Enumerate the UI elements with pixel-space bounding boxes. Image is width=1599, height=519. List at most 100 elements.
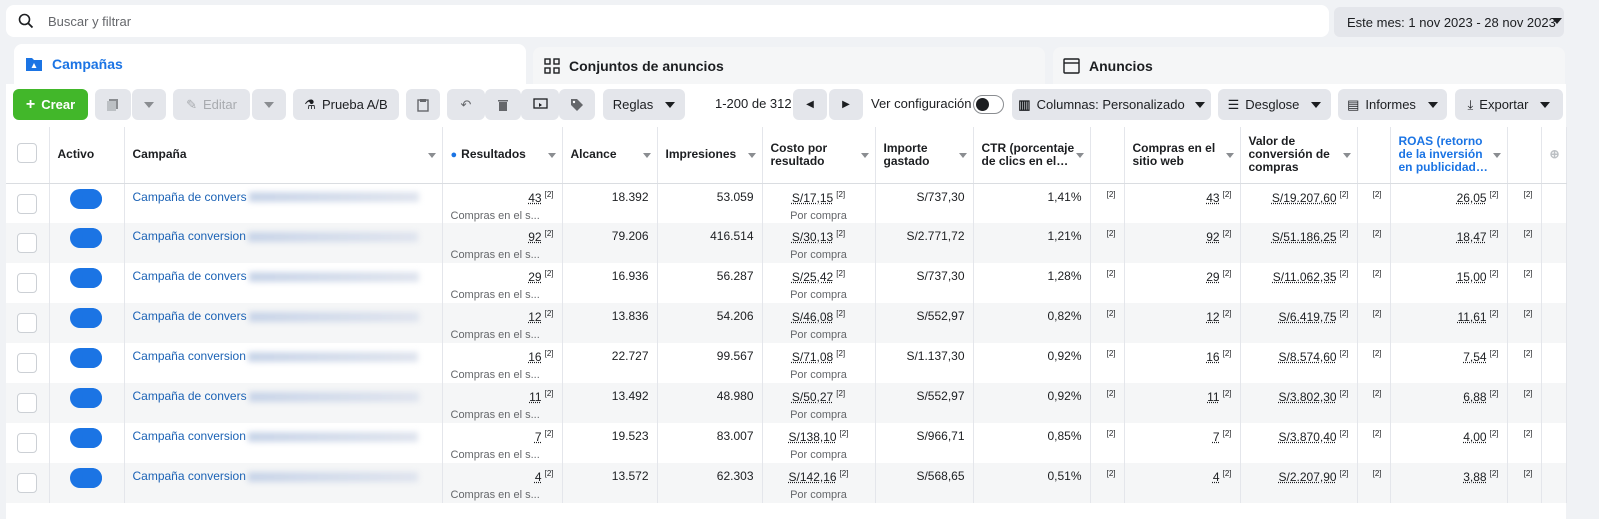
results-value[interactable]: 12 xyxy=(528,310,542,324)
purchases-value[interactable]: 11 xyxy=(1207,390,1220,404)
roas-value[interactable]: 18,47 xyxy=(1456,230,1487,244)
row-checkbox[interactable] xyxy=(17,393,37,413)
select-all-checkbox[interactable] xyxy=(17,143,37,164)
rules-dropdown[interactable]: Reglas xyxy=(603,89,685,120)
purchases-value[interactable]: 16 xyxy=(1206,350,1220,364)
cpr-value[interactable]: S/30,13 xyxy=(791,230,834,244)
results-value[interactable]: 92 xyxy=(528,230,542,244)
active-toggle[interactable] xyxy=(69,188,102,209)
value-value[interactable]: S/11.062,35 xyxy=(1272,270,1337,284)
ab-test-button[interactable]: ⚗ Prueba A/B xyxy=(293,89,399,120)
campaign-link[interactable]: Campaña conversion xyxy=(132,349,246,363)
table-row[interactable]: Campaña conversion 7 [2] Compras en el s...… xyxy=(6,423,1567,463)
row-checkbox[interactable] xyxy=(17,473,37,493)
next-page-button[interactable]: ▶ xyxy=(829,89,863,120)
duplicate-button[interactable] xyxy=(95,89,131,120)
cpr-value[interactable]: S/25,42 xyxy=(791,270,834,284)
cpr-value[interactable]: S/50,27 xyxy=(791,390,834,404)
col-ctr[interactable]: CTR (porcentaje de clics en el… xyxy=(973,127,1091,184)
col-roas[interactable]: ROAS (retorno de la inversión en publici… xyxy=(1390,127,1508,184)
roas-value[interactable]: 11,61 xyxy=(1457,310,1487,324)
create-button[interactable]: + Crear xyxy=(13,89,88,120)
col-results[interactable]: ● Resultados xyxy=(442,127,563,184)
export-dropdown[interactable]: ⤓ Exportar xyxy=(1455,89,1563,120)
campaign-link[interactable]: Campaña de convers xyxy=(132,309,247,323)
select-all-header[interactable] xyxy=(6,127,50,184)
active-toggle[interactable] xyxy=(69,228,102,248)
results-value[interactable]: 4 xyxy=(534,470,542,484)
value-value[interactable]: S/3.870,40 xyxy=(1278,430,1337,444)
roas-value[interactable]: 7,54 xyxy=(1463,350,1487,364)
row-checkbox[interactable] xyxy=(17,353,37,373)
results-value[interactable]: 29 xyxy=(528,270,542,284)
cpr-value[interactable]: S/138,10 xyxy=(788,430,837,444)
purchases-value[interactable]: 29 xyxy=(1206,270,1220,284)
clipboard-button[interactable] xyxy=(406,89,440,120)
col-truncated-3[interactable] xyxy=(1507,127,1542,184)
col-reach[interactable]: Alcance xyxy=(562,127,658,184)
col-purchase-value[interactable]: Valor de conversión de compras xyxy=(1240,127,1358,184)
active-toggle[interactable] xyxy=(69,428,102,448)
table-row[interactable]: Campaña conversion 92 [2] Compras en el s..… xyxy=(6,223,1567,263)
table-row[interactable]: Campaña de convers 29 [2] Compras en el s..… xyxy=(6,263,1567,303)
preview-button[interactable] xyxy=(521,89,559,120)
col-truncated-1[interactable] xyxy=(1090,127,1125,184)
active-toggle[interactable] xyxy=(69,388,102,408)
results-value[interactable]: 43 xyxy=(528,190,542,205)
cpr-value[interactable]: S/142,16 xyxy=(788,470,837,484)
col-campaign[interactable]: Campaña xyxy=(124,127,443,184)
row-checkbox[interactable] xyxy=(17,433,37,453)
campaign-link[interactable]: Campaña de convers xyxy=(132,269,247,283)
campaign-link[interactable]: Campaña de convers xyxy=(132,189,247,204)
delete-button[interactable] xyxy=(485,89,521,120)
tab-campaigns[interactable]: Campañas xyxy=(14,44,526,84)
cpr-value[interactable]: S/17,15 xyxy=(791,190,834,205)
results-value[interactable]: 11 xyxy=(529,390,542,404)
table-row[interactable]: Campaña conversion 4 [2] Compras en el s...… xyxy=(6,463,1567,503)
breakdown-dropdown[interactable]: ☰ Desglose xyxy=(1218,89,1331,120)
prev-page-button[interactable]: ◀ xyxy=(793,89,827,120)
campaign-link[interactable]: Campaña conversion xyxy=(132,469,246,483)
table-row[interactable]: Campaña conversion 16 [2] Compras en el s..… xyxy=(6,343,1567,383)
purchases-value[interactable]: 4 xyxy=(1212,470,1220,484)
undo-button[interactable]: ↶ xyxy=(447,89,485,120)
value-value[interactable]: S/51.186,25 xyxy=(1271,230,1337,244)
col-website-purchases[interactable]: Compras en el sitio web xyxy=(1124,127,1241,184)
table-row[interactable]: Campaña de convers 11 [2] Compras en el s..… xyxy=(6,383,1567,423)
search-input[interactable]: Buscar y filtrar xyxy=(48,13,132,29)
row-checkbox[interactable] xyxy=(17,233,37,253)
duplicate-menu-button[interactable] xyxy=(132,89,166,120)
roas-value[interactable]: 3,88 xyxy=(1463,470,1487,484)
edit-button[interactable]: ✎ Editar xyxy=(173,89,250,120)
table-row[interactable]: Campaña de convers 43 [2] Compras en el s..… xyxy=(6,183,1567,223)
results-value[interactable]: 7 xyxy=(534,430,542,444)
roas-value[interactable]: 15,00 xyxy=(1456,270,1487,284)
value-value[interactable]: S/3.802,30 xyxy=(1278,390,1337,404)
edit-menu-button[interactable] xyxy=(252,89,286,120)
columns-dropdown[interactable]: ▥ Columnas: Personalizado xyxy=(1012,89,1211,120)
col-impressions[interactable]: Impresiones xyxy=(657,127,763,184)
col-amount-spent[interactable]: Importe gastado xyxy=(875,127,974,184)
search-bar[interactable]: Buscar y filtrar xyxy=(6,5,1329,37)
purchases-value[interactable]: 7 xyxy=(1212,430,1220,444)
campaign-link[interactable]: Campaña conversion xyxy=(132,429,246,443)
date-range-picker[interactable]: Este mes: 1 nov 2023 - 28 nov 2023 xyxy=(1334,7,1564,37)
roas-value[interactable]: 4,00 xyxy=(1463,430,1487,444)
results-value[interactable]: 16 xyxy=(528,350,542,364)
view-config-toggle[interactable] xyxy=(973,95,1004,114)
row-checkbox[interactable] xyxy=(17,193,37,214)
row-checkbox[interactable] xyxy=(17,273,37,293)
active-toggle[interactable] xyxy=(69,348,102,368)
value-value[interactable]: S/19.207,60 xyxy=(1271,190,1337,205)
table-row[interactable]: Campaña de convers 12 [2] Compras en el s..… xyxy=(6,303,1567,343)
col-truncated-2[interactable] xyxy=(1357,127,1391,184)
purchases-value[interactable]: 12 xyxy=(1206,310,1220,324)
cpr-value[interactable]: S/71,08 xyxy=(791,350,834,364)
active-toggle[interactable] xyxy=(69,308,102,328)
value-value[interactable]: S/2.207,90 xyxy=(1278,470,1337,484)
active-toggle[interactable] xyxy=(69,468,102,488)
roas-value[interactable]: 6,88 xyxy=(1463,390,1487,404)
roas-value[interactable]: 26,05 xyxy=(1456,190,1487,205)
reports-dropdown[interactable]: ▤ Informes xyxy=(1338,89,1447,120)
tab-ads[interactable]: Anuncios xyxy=(1053,47,1565,84)
